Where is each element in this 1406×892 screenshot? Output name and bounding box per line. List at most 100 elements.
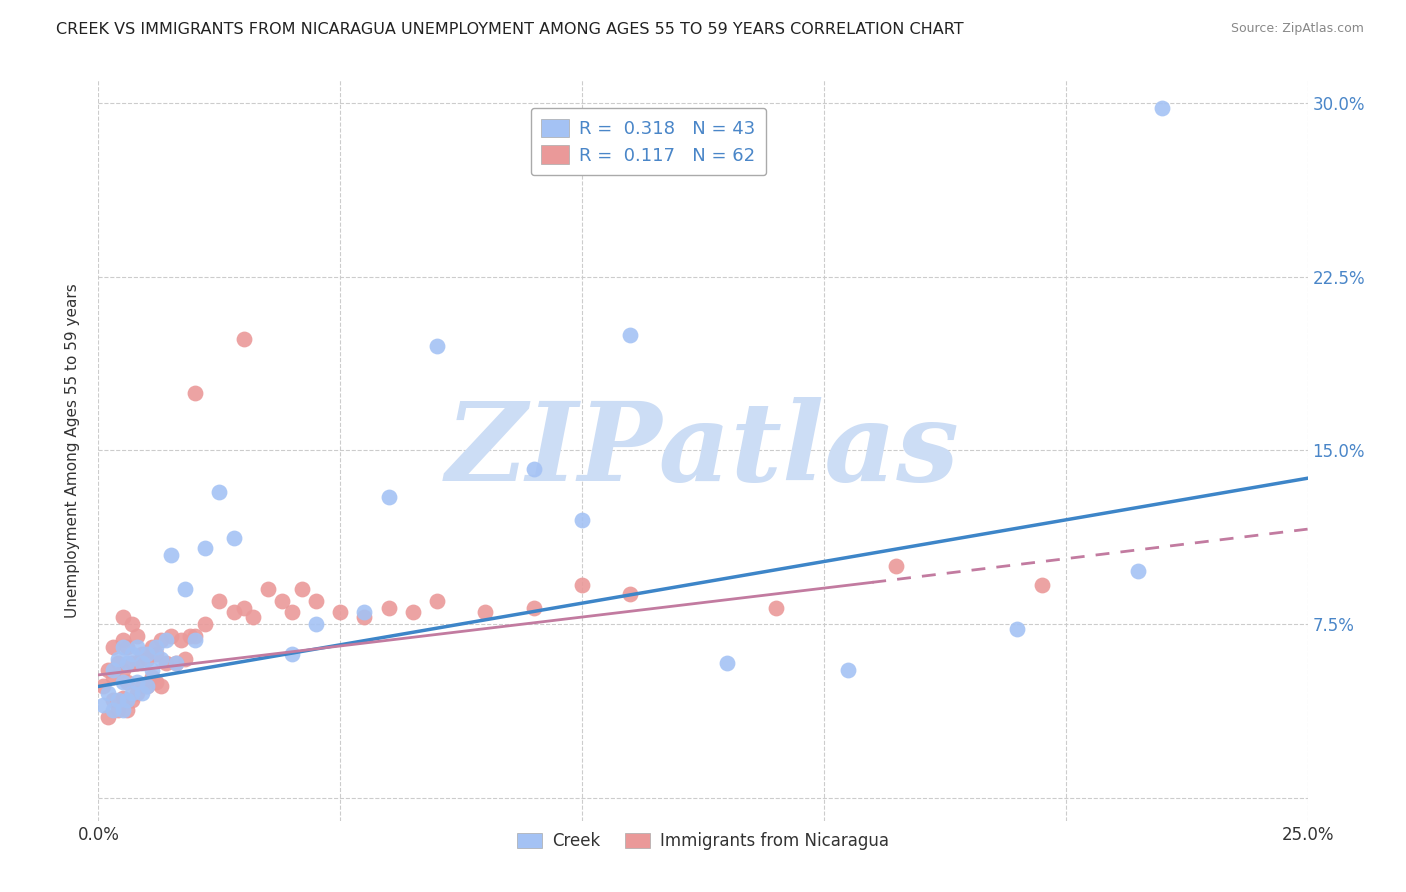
Point: [232, 332, 254, 346]
Point: [208, 485, 231, 500]
Point: [271, 594, 294, 608]
Point: [135, 651, 157, 665]
Point: [117, 657, 139, 671]
Point: [111, 640, 134, 654]
Point: [571, 513, 593, 527]
Point: [97, 686, 120, 700]
Point: [135, 680, 157, 694]
Point: [150, 633, 173, 648]
Point: [174, 582, 197, 597]
Point: [141, 663, 163, 677]
Point: [523, 462, 546, 476]
Point: [155, 633, 177, 648]
Point: [111, 703, 134, 717]
Point: [886, 559, 908, 574]
Point: [91, 680, 114, 694]
Point: [107, 703, 129, 717]
Point: [101, 703, 124, 717]
Point: [121, 617, 143, 632]
Point: [117, 674, 139, 689]
Point: [165, 657, 187, 671]
Point: [155, 657, 177, 671]
Point: [127, 686, 149, 700]
Point: [111, 674, 134, 689]
Point: [150, 651, 173, 665]
Point: [131, 647, 153, 661]
Point: [160, 548, 183, 562]
Point: [127, 657, 149, 671]
Point: [256, 582, 278, 597]
Point: [165, 657, 187, 671]
Text: ZIPatlas: ZIPatlas: [446, 397, 960, 504]
Point: [184, 385, 207, 400]
Point: [131, 680, 153, 694]
Point: [1128, 564, 1150, 578]
Point: [131, 686, 153, 700]
Point: [111, 691, 134, 706]
Point: [91, 698, 114, 712]
Point: [716, 657, 738, 671]
Point: [141, 670, 163, 684]
Point: [194, 541, 217, 555]
Point: [107, 657, 129, 671]
Point: [101, 693, 124, 707]
Point: [135, 647, 157, 661]
Point: [184, 628, 207, 642]
Point: [426, 594, 449, 608]
Point: [121, 693, 143, 707]
Point: [184, 633, 207, 648]
Point: [232, 600, 254, 615]
Point: [121, 657, 143, 671]
Point: [97, 709, 120, 723]
Y-axis label: Unemployment Among Ages 55 to 59 years: Unemployment Among Ages 55 to 59 years: [65, 283, 80, 618]
Point: [127, 640, 149, 654]
Point: [127, 674, 149, 689]
Point: [107, 651, 129, 665]
Point: [571, 577, 593, 591]
Point: [426, 339, 449, 353]
Point: [402, 606, 425, 620]
Point: [117, 703, 139, 717]
Point: [111, 663, 134, 677]
Point: [111, 610, 134, 624]
Point: [281, 606, 304, 620]
Point: [127, 628, 149, 642]
Point: [222, 532, 245, 546]
Point: [135, 680, 157, 694]
Point: [837, 663, 859, 677]
Point: [242, 610, 264, 624]
Point: [145, 647, 167, 661]
Point: [101, 670, 124, 684]
Point: [101, 663, 124, 677]
Point: [305, 617, 328, 632]
Point: [141, 640, 163, 654]
Point: [111, 633, 134, 648]
Point: [169, 633, 191, 648]
Point: [353, 610, 375, 624]
Point: [619, 587, 641, 601]
Point: [377, 490, 399, 504]
Point: [145, 640, 167, 654]
Point: [131, 657, 153, 671]
Point: [1007, 622, 1029, 636]
Point: [619, 327, 641, 342]
Point: [1152, 101, 1174, 115]
Point: [222, 606, 245, 620]
Point: [765, 600, 787, 615]
Point: [117, 693, 139, 707]
Legend: Creek, Immigrants from Nicaragua: Creek, Immigrants from Nicaragua: [510, 825, 896, 856]
Point: [194, 617, 217, 632]
Point: [107, 693, 129, 707]
Point: [97, 663, 120, 677]
Point: [353, 606, 375, 620]
Text: CREEK VS IMMIGRANTS FROM NICARAGUA UNEMPLOYMENT AMONG AGES 55 TO 59 YEARS CORREL: CREEK VS IMMIGRANTS FROM NICARAGUA UNEMP…: [56, 22, 965, 37]
Point: [329, 606, 352, 620]
Point: [179, 628, 201, 642]
Point: [305, 594, 328, 608]
Point: [145, 674, 167, 689]
Point: [174, 651, 197, 665]
Point: [208, 594, 231, 608]
Point: [1031, 577, 1053, 591]
Point: [121, 686, 143, 700]
Point: [290, 582, 312, 597]
